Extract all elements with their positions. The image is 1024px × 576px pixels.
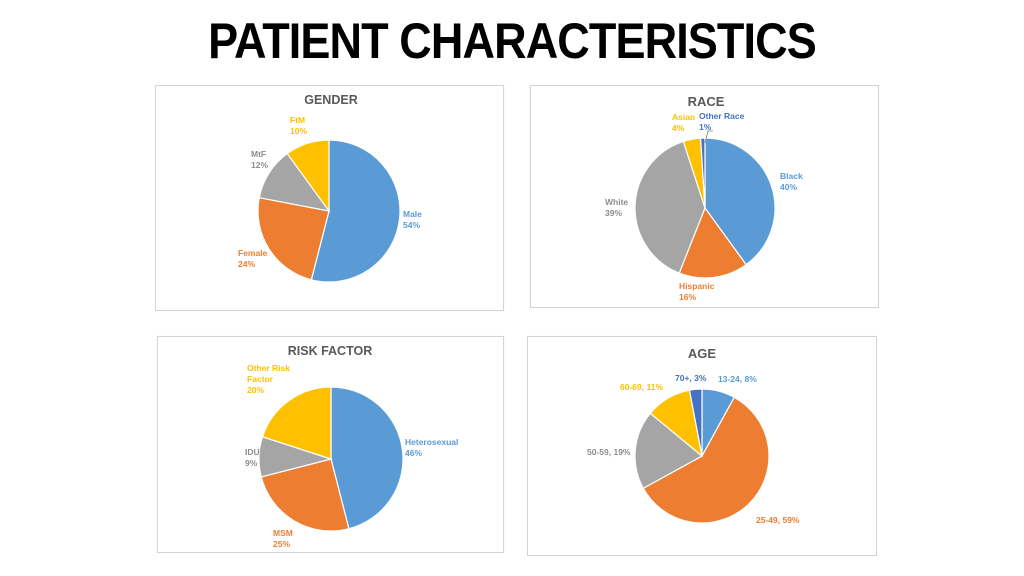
pie-slice-other-race — [699, 137, 706, 209]
chart-title: RACE — [688, 94, 725, 109]
data-label-msm: MSM 25% — [273, 528, 293, 549]
data-label-other-race: Other Race 1% — [699, 111, 745, 132]
pie-slice-70 — [688, 388, 703, 457]
pie-slice-ftm — [286, 139, 330, 213]
chart-panel-race: RACE Black 40% Hispanic 16% White 39% Asian 4% Ot… — [530, 85, 879, 308]
data-label-mtf: MtF 12% — [251, 149, 268, 170]
data-label-heterosexual: Heterosexual 46% — [405, 437, 458, 458]
pie-slice-white — [634, 140, 706, 274]
gender-pie-chart: GENDER Male 54% Female 24% MtF 12% FtM 10% — [238, 93, 422, 283]
slide-title: PATIENT CHARACTERISTICS — [208, 13, 817, 69]
chart-title: GENDER — [304, 93, 357, 107]
risk-factor-pie-chart: RISK FACTOR Heterosexual 46% MSM 25% IDU 9% Oth… — [245, 344, 458, 549]
age-pie-chart: AGE 13-24, 8% 25-49, 59% 50-59, 19% 60-69, 1… — [587, 346, 800, 525]
race-pie-chart: RACE Black 40% Hispanic 16% White 39% Asian 4%Ot… — [605, 94, 803, 302]
data-label-hispanic: Hispanic 16% — [679, 281, 715, 302]
chart-panel-risk-factor: RISK FACTOR Heterosexual 46% MSM 25% IDU 9% Oth… — [157, 336, 504, 553]
chart-title: AGE — [688, 346, 717, 361]
data-label-asian: Asian 4% — [672, 112, 695, 133]
pie-slice-hispanic — [678, 206, 747, 279]
chart-title: RISK FACTOR — [288, 344, 373, 358]
pie-slice-heterosexual — [330, 386, 404, 530]
leader-line — [704, 130, 713, 144]
data-label-idu: IDU 9% — [245, 447, 260, 468]
pie-slice-black — [704, 137, 776, 266]
data-label-60-69: 60-69, 11% — [620, 382, 663, 392]
pie-slice-50-59 — [634, 412, 704, 490]
pie-slice-25-49 — [642, 396, 770, 524]
data-label-13-24: 13-24, 8% — [718, 374, 757, 384]
data-label-25-49: 25-49, 59% — [756, 515, 800, 525]
data-label-white: White 39% — [605, 197, 628, 218]
data-label-male: Male 54% — [403, 209, 422, 230]
pie-slice-male — [310, 139, 401, 283]
chart-panel-gender: GENDER Male 54% Female 24% MtF 12% FtM 10% — [155, 85, 504, 311]
data-label-female: Female 24% — [238, 248, 268, 269]
pie-slice-female — [257, 196, 330, 281]
data-label-70: 70+, 3% — [675, 373, 707, 383]
data-label-other-risk-factor: Other Risk Factor 20% — [247, 363, 290, 395]
data-label-ftm: FtM 10% — [290, 115, 307, 136]
chart-panel-age: AGE 13-24, 8% 25-49, 59% 50-59, 19% 60-69, 1… — [527, 336, 877, 556]
pie-slice-other-risk-factor — [261, 386, 332, 460]
pie-slice-msm — [260, 458, 350, 532]
data-label-50-59: 50-59, 19% — [587, 447, 631, 457]
data-label-black: Black 40% — [780, 171, 803, 192]
